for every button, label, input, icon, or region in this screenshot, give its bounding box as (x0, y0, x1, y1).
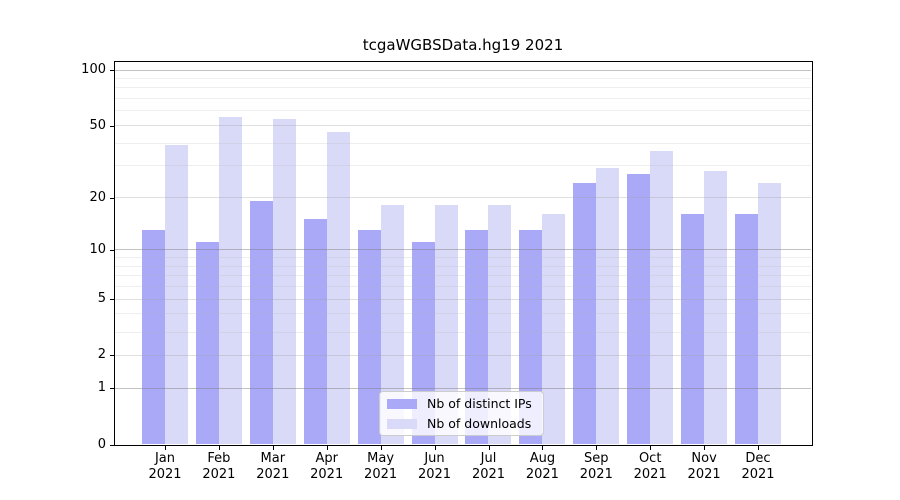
y-tick-0 (110, 444, 115, 446)
bar-downloads-jan (165, 144, 188, 444)
x-tick-label-oct: Oct 2021 (633, 450, 667, 483)
gridline-50 (115, 125, 811, 126)
y-tick-50 (110, 125, 115, 127)
gridline-10 (115, 249, 811, 251)
bar-downloads-feb (218, 117, 242, 444)
bar-distinct-ips-feb (195, 242, 219, 444)
y-tick-label-1: 1 (97, 380, 106, 396)
x-tick-label-apr: Apr 2021 (310, 450, 344, 483)
bar-distinct-ips-aug (519, 229, 543, 444)
legend-swatch-downloads (387, 418, 417, 429)
bar-distinct-ips-nov (681, 214, 705, 444)
bar-distinct-ips-apr (303, 219, 327, 444)
x-tick-apr (326, 444, 328, 450)
bar-downloads-sep (596, 168, 620, 444)
bar-downloads-oct (650, 151, 674, 444)
y-tick-label-2: 2 (97, 347, 106, 363)
y-tick-20 (110, 197, 115, 199)
y-tick-100 (110, 70, 115, 71)
minor-gridline-4 (115, 313, 811, 315)
bar-distinct-ips-oct (627, 173, 651, 444)
minor-gridline-40 (115, 142, 811, 144)
minor-gridline-8 (115, 265, 811, 267)
x-tick-label-aug: Aug 2021 (525, 450, 559, 483)
x-tick-jan (165, 444, 166, 450)
bar-downloads-apr (326, 131, 350, 444)
y-tick-label-5: 5 (97, 291, 106, 307)
y-tick-label-0: 0 (97, 436, 106, 452)
x-tick-label-may: May 2021 (364, 450, 398, 483)
chart-title: tcgaWGBSData.hg19 2021 (362, 36, 564, 54)
y-tick-label-20: 20 (89, 189, 106, 205)
minor-gridline-30 (115, 165, 811, 167)
bar-distinct-ips-mar (249, 200, 273, 444)
y-tick-label-100: 100 (81, 62, 106, 77)
bar-downloads-nov (704, 170, 728, 444)
bar-downloads-mar (272, 118, 296, 444)
x-tick-label-jan: Jan 2021 (148, 450, 182, 483)
y-tick-2 (110, 355, 115, 357)
x-tick-may (380, 444, 382, 450)
gridline-2 (115, 354, 811, 356)
x-tick-label-dec: Dec 2021 (741, 450, 775, 483)
legend: Nb of distinct IPs Nb of downloads (379, 391, 544, 436)
x-tick-nov (704, 444, 706, 450)
x-tick-label-mar: Mar 2021 (256, 450, 290, 483)
bar-downloads-jul (488, 205, 512, 444)
gridline-5 (115, 298, 811, 300)
x-tick-label-jun: Jun 2021 (417, 450, 452, 483)
x-tick-label-sep: Sep 2021 (579, 450, 613, 483)
legend-row-downloads: Nb of downloads (387, 416, 543, 431)
minor-gridline-9 (115, 257, 811, 259)
bar-distinct-ips-may (357, 229, 381, 444)
x-tick-label-feb: Feb 2021 (202, 450, 236, 483)
legend-row-distinct-ips: Nb of distinct IPs (387, 396, 543, 411)
x-tick-jul (488, 444, 490, 450)
y-tick-label-10: 10 (89, 241, 106, 257)
minor-gridline-80 (115, 87, 811, 89)
plot-area (115, 62, 811, 444)
bar-distinct-ips-dec (735, 214, 758, 444)
x-tick-jun (434, 444, 436, 450)
bar-downloads-dec (758, 182, 781, 444)
x-tick-dec (758, 444, 759, 450)
minor-gridline-6 (115, 286, 811, 288)
minor-gridline-90 (115, 78, 811, 79)
minor-gridline-3 (115, 331, 811, 333)
x-tick-mar (272, 444, 274, 450)
y-tick-label-50: 50 (89, 117, 106, 133)
x-tick-aug (542, 444, 544, 450)
y-tick-1 (110, 388, 115, 390)
gridline-1 (115, 387, 811, 389)
bar-downloads-jun (434, 205, 458, 444)
x-tick-label-jul: Jul 2021 (471, 450, 506, 483)
x-tick-label-nov: Nov 2021 (687, 450, 721, 483)
bar-distinct-ips-sep (573, 182, 597, 444)
legend-label-distinct-ips: Nb of distinct IPs (427, 396, 532, 411)
bar-distinct-ips-jan (142, 229, 165, 444)
minor-gridline-70 (115, 98, 811, 100)
minor-gridline-7 (115, 275, 811, 277)
gridline-100 (115, 69, 811, 71)
x-tick-oct (650, 444, 652, 450)
bar-distinct-ips-jul (465, 229, 489, 444)
bar-downloads-may (380, 205, 404, 444)
gridline-20 (115, 197, 811, 198)
y-tick-10 (110, 249, 115, 251)
x-tick-sep (596, 444, 598, 450)
x-tick-feb (218, 444, 220, 450)
legend-label-downloads: Nb of downloads (427, 416, 532, 431)
legend-swatch-distinct-ips (387, 398, 417, 409)
y-tick-5 (110, 299, 115, 301)
minor-gridline-60 (115, 110, 811, 112)
bar-downloads-aug (542, 214, 566, 444)
